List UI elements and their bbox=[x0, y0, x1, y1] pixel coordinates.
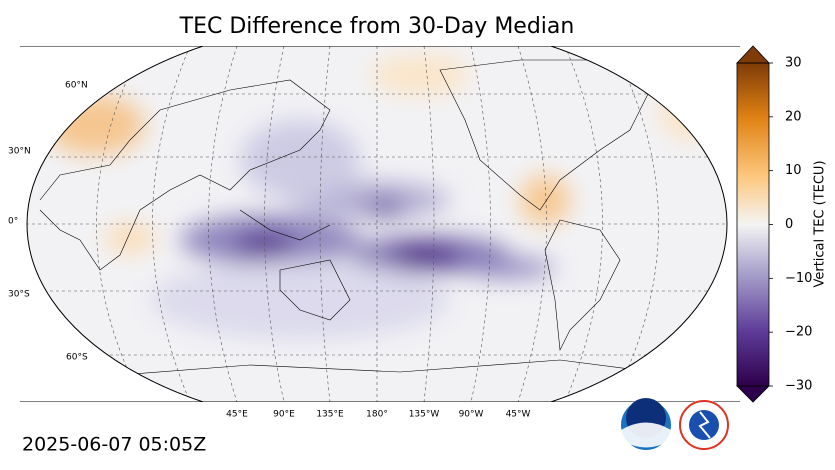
colorbar-tick-label: 0 bbox=[785, 217, 793, 232]
lat-label: 0° bbox=[8, 217, 18, 227]
colorbar-tick-label: −30 bbox=[785, 379, 812, 394]
lon-label: 45°W bbox=[506, 410, 531, 420]
lon-label: 90°W bbox=[459, 410, 484, 420]
lon-label: 90°E bbox=[273, 410, 295, 420]
colorbar-label: Vertical TEC (TECU) bbox=[813, 160, 828, 287]
colorbar-tick-label: 20 bbox=[785, 109, 802, 124]
lon-label: 180° bbox=[366, 410, 388, 420]
colorbar-body bbox=[737, 63, 769, 386]
colorbar-tick-label: 10 bbox=[785, 163, 802, 178]
lon-label: 135°E bbox=[316, 410, 344, 420]
colorbar-tick-label: 30 bbox=[785, 56, 802, 71]
lon-labels: 45°E 90°E 135°E 180° 135°W 90°W 45°W bbox=[226, 410, 530, 420]
lat-label: 30°S bbox=[8, 290, 30, 300]
title: TEC Difference from 30-Day Median bbox=[179, 14, 575, 39]
colorbar: −30 −20 −10 0 10 20 30 bbox=[736, 45, 812, 403]
timestamp: 2025-06-07 05:05Z bbox=[22, 434, 206, 456]
tec-field bbox=[45, 55, 720, 340]
noaa-logo bbox=[621, 398, 671, 450]
colorbar-tick-label: −20 bbox=[785, 325, 812, 340]
colorbar-extend-top bbox=[736, 45, 770, 64]
graticule bbox=[27, 46, 727, 402]
lat-label: 60°S bbox=[66, 353, 88, 363]
nws-logo bbox=[679, 400, 729, 450]
lat-labels: 60°N 30°N 0° 30°S 60°S bbox=[8, 81, 88, 363]
lon-label: 135°W bbox=[409, 410, 440, 420]
lat-label: 60°N bbox=[65, 81, 88, 91]
colorbar-extend-bottom bbox=[736, 385, 770, 403]
colorbar-tick-label: −10 bbox=[785, 271, 812, 286]
coastlines bbox=[39, 59, 701, 379]
lon-label: 45°E bbox=[226, 410, 248, 420]
lat-label: 30°N bbox=[8, 147, 31, 157]
map bbox=[20, 46, 740, 402]
